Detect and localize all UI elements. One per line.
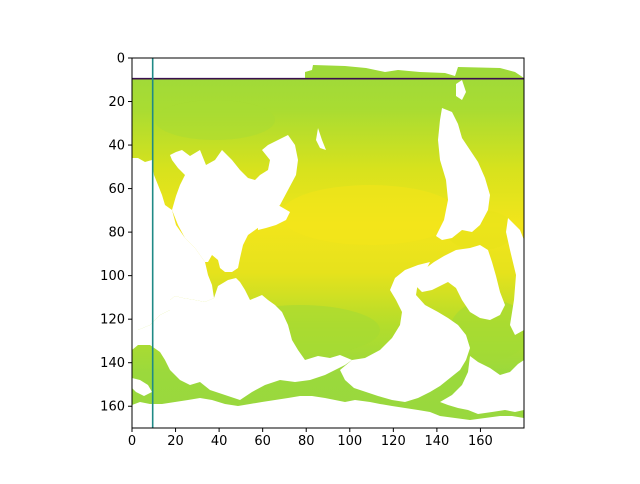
x-tick-label: 120 xyxy=(381,434,406,449)
y-tick-label: 100 xyxy=(100,269,125,284)
x-tick-label: 140 xyxy=(424,434,449,449)
y-tick-label: 20 xyxy=(108,95,125,110)
heatmap-image xyxy=(132,58,524,428)
y-tick-label: 80 xyxy=(108,226,125,241)
x-tick-label: 100 xyxy=(337,434,362,449)
y-tick-label: 160 xyxy=(100,400,125,415)
x-axis-ticks: 0 20 40 60 80 100 120 140 160 xyxy=(128,428,493,449)
y-tick-label: 120 xyxy=(100,313,125,328)
axes-frame xyxy=(131,57,525,429)
y-tick-label: 60 xyxy=(108,182,125,197)
x-tick-label: 80 xyxy=(298,434,315,449)
x-tick-label: 20 xyxy=(167,434,184,449)
y-tick-label: 140 xyxy=(100,356,125,371)
y-axis-ticks: 0 20 40 60 80 100 120 140 160 xyxy=(100,52,132,415)
x-tick-label: 160 xyxy=(468,434,493,449)
y-tick-label: 40 xyxy=(108,139,125,154)
x-tick-label: 60 xyxy=(254,434,271,449)
x-tick-label: 0 xyxy=(128,434,136,449)
x-tick-label: 40 xyxy=(211,434,228,449)
y-tick-label: 0 xyxy=(117,52,125,67)
